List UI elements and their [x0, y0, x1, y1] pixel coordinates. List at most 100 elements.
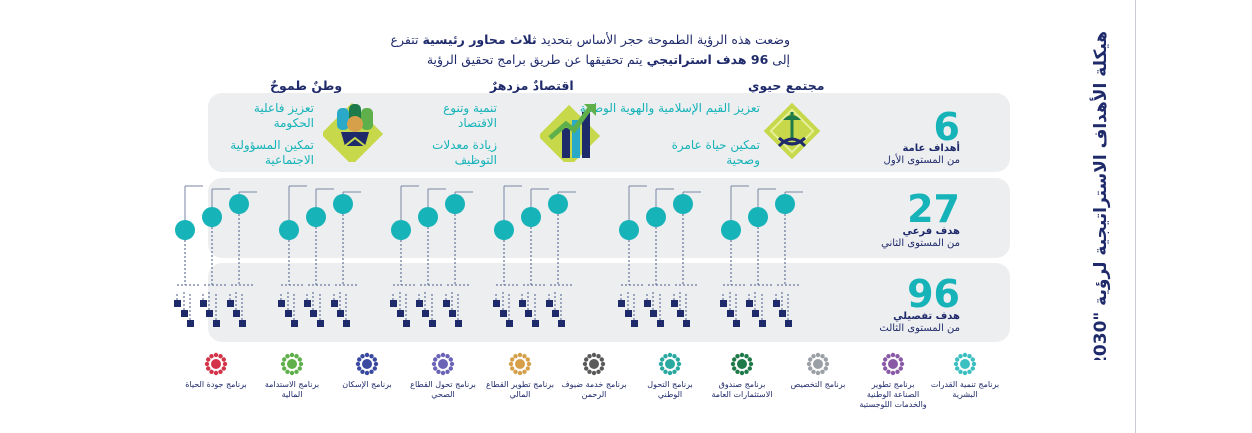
program-label: برنامج خدمة ضيوف الرحمن — [561, 380, 627, 399]
detailed-goal-node — [200, 300, 207, 307]
sub-goal-node — [333, 194, 353, 214]
vertical-divider — [1135, 0, 1136, 433]
level-1-count: 6 — [933, 105, 960, 149]
detailed-goal-node — [181, 310, 188, 317]
program-label: برنامج تطوير الصناعة الوطنية والخدمات ال… — [859, 380, 927, 409]
detailed-goal-node — [650, 310, 657, 317]
detailed-goal-node — [677, 310, 684, 317]
goal-social-responsibility: تمكين المسؤولية الاجتماعية — [230, 138, 314, 167]
detailed-goal-node — [683, 320, 690, 327]
program-item: برنامج تنمية القدرات البشرية — [930, 352, 1000, 400]
detailed-goal-node — [213, 320, 220, 327]
level-3-panel — [208, 263, 1010, 342]
level-2-count: 27 — [907, 187, 960, 231]
detailed-goal-node — [493, 300, 500, 307]
program-emblem-icon — [582, 352, 606, 376]
detailed-goal-node — [285, 310, 292, 317]
level-2-name: هدف فرعي — [902, 226, 960, 237]
detailed-goal-node — [752, 310, 759, 317]
growth-chart-icon — [540, 104, 601, 162]
detailed-goal-node — [422, 310, 429, 317]
detailed-goal-node — [532, 320, 539, 327]
detailed-goal-node — [785, 320, 792, 327]
detailed-goal-node — [331, 300, 338, 307]
program-label: برنامج جودة الحياة — [185, 380, 247, 389]
detailed-goal-node — [187, 320, 194, 327]
people-puzzle-icon — [323, 102, 384, 162]
detailed-goal-node — [552, 310, 559, 317]
sub-goal-node — [391, 220, 411, 240]
detailed-goal-node — [618, 300, 625, 307]
detailed-goal-node — [278, 300, 285, 307]
program-item: برنامج تطوير القطاع المالي — [485, 352, 555, 400]
sub-goal-node — [775, 194, 795, 214]
goal-economy-growth: تنمية وتنوع الاقتصاد — [443, 101, 497, 130]
detailed-goal-node — [403, 320, 410, 327]
detailed-goal-node — [727, 310, 734, 317]
level-1-sub: من المستوى الأول — [883, 155, 960, 166]
sub-goal-node — [494, 220, 514, 240]
program-item: برنامج جودة الحياة — [181, 352, 251, 390]
level-2-sub: من المستوى الثاني — [881, 238, 960, 249]
intro-line2-b: 96 هدف استراتيجي — [646, 52, 769, 67]
program-emblem-icon — [730, 352, 754, 376]
detailed-goal-node — [631, 320, 638, 327]
program-label: برنامج الاستدامة المالية — [264, 380, 320, 399]
detailed-goal-node — [337, 310, 344, 317]
sub-goal-node — [521, 207, 541, 227]
level-3-count: 96 — [907, 272, 960, 316]
program-label: برنامج الإسكان — [342, 380, 392, 389]
program-label: برنامج تحول القطاع الصحي — [410, 380, 476, 399]
goal-employment: زيادة معدلات التوظيف — [432, 138, 497, 167]
program-emblem-icon — [658, 352, 682, 376]
detailed-goal-node — [397, 310, 404, 317]
program-emblem-icon — [431, 352, 455, 376]
detailed-goal-node — [429, 320, 436, 327]
detailed-goal-node — [174, 300, 181, 307]
intro-line2-a: إلى — [768, 52, 790, 67]
program-emblem-icon — [508, 352, 532, 376]
detailed-goal-node — [500, 310, 507, 317]
sub-goal-node — [175, 220, 195, 240]
detailed-goal-node — [546, 300, 553, 307]
detailed-goal-node — [733, 320, 740, 327]
detailed-goal-node — [558, 320, 565, 327]
intro-text: وضعت هذه الرؤية الطموحة حجر الأساس بتحدي… — [380, 30, 790, 70]
sub-goal-node — [229, 194, 249, 214]
sub-goal-node — [418, 207, 438, 227]
sub-goal-node — [646, 207, 666, 227]
detailed-goal-node — [227, 300, 234, 307]
sub-goal-node — [619, 220, 639, 240]
program-label: برنامج التحول الوطني — [647, 380, 693, 399]
program-item: برنامج تطوير الصناعة الوطنية والخدمات ال… — [858, 352, 928, 410]
vertical-title: هيكلة الأهداف الاستراتيجية لرؤية "2030" — [1090, 30, 1111, 360]
detailed-goal-node — [519, 300, 526, 307]
detailed-goal-node — [291, 320, 298, 327]
program-item: برنامج خدمة ضيوف الرحمن — [559, 352, 629, 400]
program-item: برنامج صندوق الاستثمارات العامة — [707, 352, 777, 400]
intro-line2-c: يتم تحقيقها عن طريق برامج تحقيق الرؤية — [426, 52, 647, 67]
detailed-goal-node — [206, 310, 213, 317]
program-label: برنامج صندوق الاستثمارات العامة — [711, 380, 773, 399]
detailed-goal-node — [390, 300, 397, 307]
detailed-goal-node — [443, 300, 450, 307]
sub-goal-node — [279, 220, 299, 240]
detailed-goal-node — [720, 300, 727, 307]
level-3-name: هدف تفصيلي — [893, 311, 960, 322]
detailed-goal-node — [525, 310, 532, 317]
detailed-goal-node — [304, 300, 311, 307]
goal-islamic-values: تعزيز القيم الإسلامية والهوية الوطنية — [579, 101, 760, 115]
detailed-goal-node — [657, 320, 664, 327]
detailed-goal-node — [506, 320, 513, 327]
sub-goal-node — [548, 194, 568, 214]
sub-goal-node — [306, 207, 326, 227]
sub-goal-node — [673, 194, 693, 214]
detailed-goal-node — [416, 300, 423, 307]
detailed-goal-node — [671, 300, 678, 307]
goal-healthy-life: تمكين حياة عامرة وصحية — [671, 138, 760, 167]
saudi-emblem-icon — [763, 102, 821, 160]
program-emblem-icon — [355, 352, 379, 376]
level-1-name: أهداف عامة — [902, 143, 960, 154]
program-emblem-icon — [204, 352, 228, 376]
